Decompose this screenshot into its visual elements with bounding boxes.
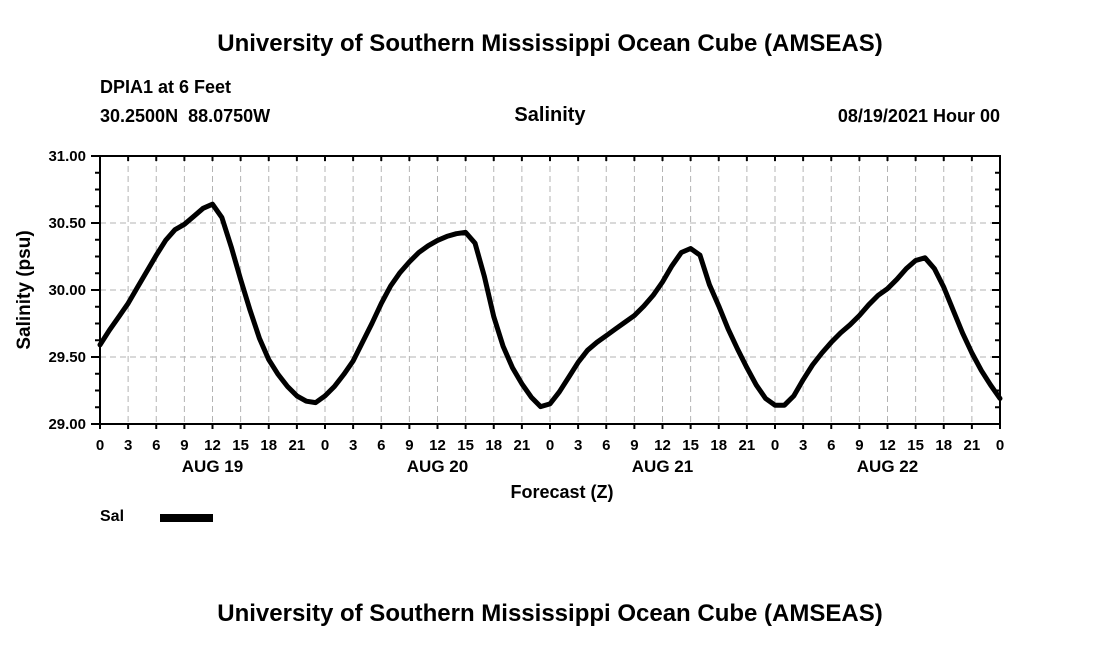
x-tick-label: 12 [204, 437, 221, 454]
x-tick-label: 9 [855, 437, 863, 454]
coordinates-label: 30.2500N 88.0750W [100, 106, 271, 126]
y-tick-label: 30.00 [48, 282, 86, 299]
x-tick-label: 6 [602, 437, 610, 454]
x-tick-label: 3 [124, 437, 132, 454]
legend-line-swatch [160, 514, 213, 522]
x-tick-label: 0 [546, 437, 554, 454]
x-tick-label: 6 [377, 437, 385, 454]
x-tick-label: 21 [514, 437, 531, 454]
x-tick-label: 15 [682, 437, 699, 454]
x-tick-label: 6 [152, 437, 160, 454]
day-label: AUG 20 [407, 457, 468, 476]
x-tick-label: 12 [429, 437, 446, 454]
legend-label: Sal [100, 508, 125, 525]
x-tick-label: 15 [907, 437, 924, 454]
x-tick-label: 21 [289, 437, 306, 454]
day-label: AUG 22 [857, 457, 918, 476]
x-tick-label: 9 [405, 437, 413, 454]
x-tick-label: 18 [710, 437, 727, 454]
footer-title: University of Southern Mississippi Ocean… [217, 600, 883, 627]
x-tick-label: 21 [964, 437, 981, 454]
x-tick-label: 9 [180, 437, 188, 454]
x-tick-label: 9 [630, 437, 638, 454]
y-tick-label: 29.00 [48, 416, 86, 433]
x-tick-label: 12 [654, 437, 671, 454]
salinity-line [97, 201, 1003, 410]
x-tick-label: 3 [349, 437, 357, 454]
day-label: AUG 21 [632, 457, 693, 476]
page-title: University of Southern Mississippi Ocean… [217, 30, 883, 57]
plot-title: Salinity [514, 104, 586, 126]
x-tick-label: 3 [799, 437, 807, 454]
y-tick-label: 31.00 [48, 148, 86, 165]
day-label: AUG 19 [182, 457, 243, 476]
x-axis-title: Forecast (Z) [510, 482, 613, 502]
y-axis-title: Salinity (psu) [14, 230, 35, 349]
x-tick-label: 0 [96, 437, 104, 454]
x-tick-label: 18 [260, 437, 277, 454]
station-label: DPIA1 at 6 Feet [100, 77, 232, 97]
run-time-label: 08/19/2021 Hour 00 [837, 106, 1000, 126]
x-tick-label: 12 [879, 437, 896, 454]
x-tick-label: 15 [232, 437, 249, 454]
x-tick-label: 0 [321, 437, 329, 454]
y-tick-label: 30.50 [48, 215, 86, 232]
y-tick-label: 29.50 [48, 349, 86, 366]
x-tick-label: 6 [827, 437, 835, 454]
x-tick-label: 3 [574, 437, 582, 454]
x-tick-label: 21 [739, 437, 756, 454]
x-tick-label: 15 [457, 437, 474, 454]
x-tick-label: 0 [771, 437, 779, 454]
x-tick-label: 0 [996, 437, 1004, 454]
x-tick-label: 18 [935, 437, 952, 454]
x-tick-label: 18 [485, 437, 502, 454]
